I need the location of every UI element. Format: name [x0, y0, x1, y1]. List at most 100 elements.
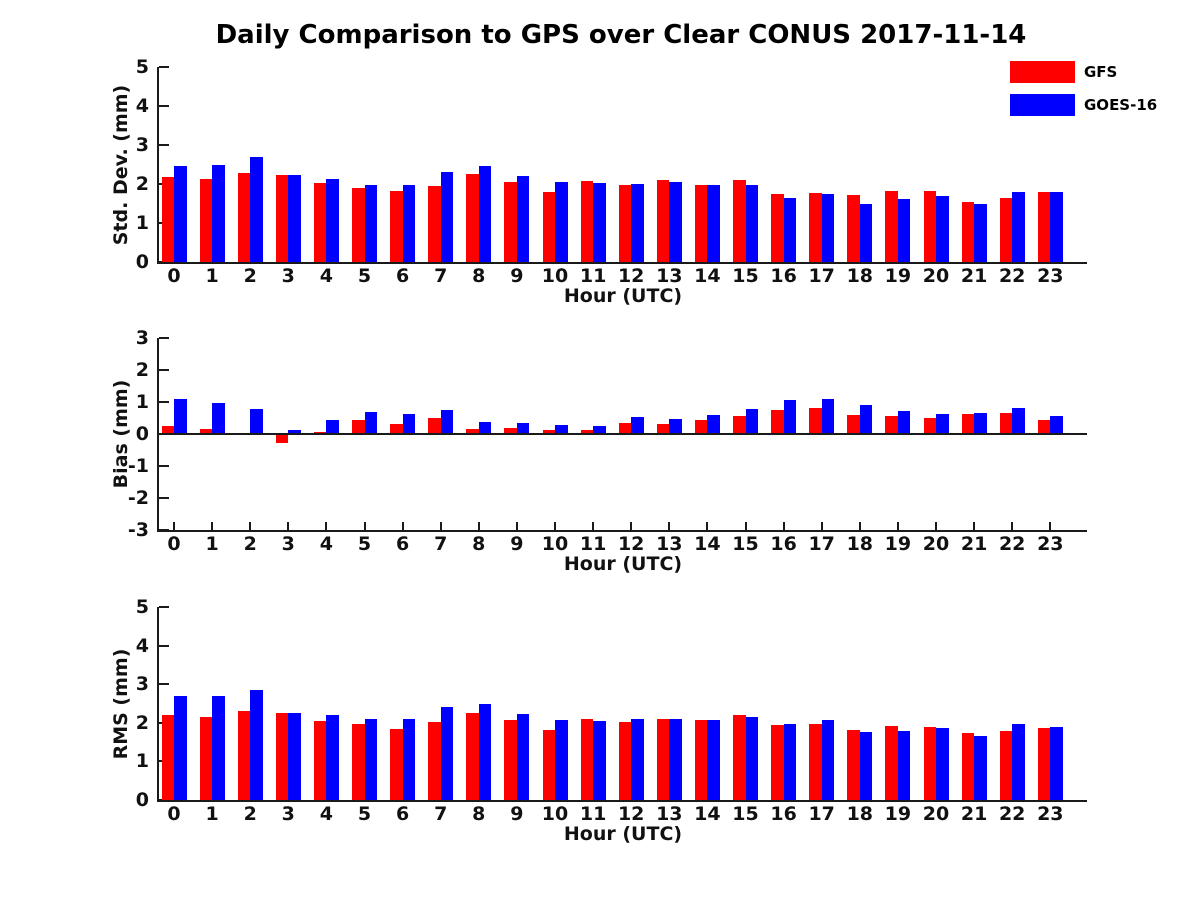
- bar-goes-16-hour-7: [440, 706, 454, 800]
- bar-gfs-hour-5: [352, 723, 365, 800]
- bar-gfs-hour-8: [466, 174, 479, 262]
- x-tick-label: 5: [357, 265, 372, 287]
- bar-goes-16-hour-4: [326, 420, 339, 434]
- bar-goes-16-hour-12: [631, 184, 644, 262]
- y-axis-tick: [159, 497, 169, 499]
- bar-gfs-hour-11: [580, 180, 594, 262]
- bar-goes-16-hour-20: [936, 727, 949, 800]
- y-tick-label: 2: [135, 173, 149, 195]
- y-tick-label: 4: [135, 95, 149, 117]
- x-tick-label: 10: [541, 265, 569, 287]
- bar-goes-16-hour-22: [1012, 723, 1025, 800]
- bar-gfs-hour-12: [618, 184, 632, 262]
- bar-goes-16-hour-10: [555, 425, 568, 434]
- bar-gfs-hour-20: [923, 726, 936, 800]
- bar-goes-16-hour-16: [783, 400, 797, 434]
- x-tick-label: 10: [541, 533, 569, 555]
- x-tick-label: 16: [770, 533, 797, 555]
- x-tick-label: 6: [395, 533, 410, 555]
- bar-goes-16-hour-0: [174, 695, 187, 800]
- x-tick-label: 21: [960, 803, 988, 825]
- bar-goes-16-hour-11: [593, 721, 606, 800]
- bar-goes-16-hour-16: [783, 197, 797, 262]
- legend-label-goes16: GOES-16: [1084, 96, 1158, 114]
- bar-gfs-hour-9: [504, 719, 517, 800]
- subplot-bias: -3 -2 -1 0 1 2 3 0 1 2 3 4 5 6 7 8 9 10 11 12 13 14 15 16 17 18 19…: [110, 327, 1087, 575]
- bar-gfs-hour-10: [542, 430, 555, 434]
- bar-goes-16-hour-17: [821, 399, 835, 434]
- x-tick-label: 22: [998, 533, 1026, 555]
- bar-goes-16-hour-4: [326, 178, 339, 262]
- bar-goes-16-hour-21: [974, 204, 987, 262]
- bar-gfs-hour-21: [961, 201, 975, 262]
- bar-gfs-hour-20: [923, 191, 936, 262]
- y-axis-tick: [159, 529, 169, 531]
- bar-gfs-hour-13: [656, 424, 670, 434]
- bar-gfs-hour-1: [199, 428, 213, 434]
- bar-goes-16-hour-5: [364, 718, 377, 800]
- x-tick-label: 2: [243, 533, 257, 555]
- bar-goes-16-hour-5: [364, 185, 377, 262]
- x-tick-label: 19: [884, 265, 912, 287]
- x-tick-label: 12: [617, 803, 645, 825]
- bar-goes-16-hour-20: [936, 195, 949, 262]
- bar-gfs-hour-7: [428, 185, 441, 262]
- x-tick-label: 1: [205, 265, 219, 287]
- bar-gfs-hour-1: [199, 717, 213, 800]
- x-tick-label: 23: [1037, 803, 1064, 825]
- y-axis-label: RMS (mm): [110, 648, 132, 759]
- legend-item-goes16: GOES-16: [1010, 94, 1157, 116]
- x-tick-label: 7: [434, 533, 448, 555]
- bar-gfs-hour-19: [885, 191, 898, 262]
- bar-goes-16-hour-9: [516, 176, 530, 262]
- bar-gfs-hour-3: [275, 434, 289, 443]
- y-tick-label: 0: [135, 789, 149, 811]
- bar-gfs-hour-19: [885, 725, 898, 800]
- bar-goes-16-hour-8: [478, 422, 492, 434]
- x-tick-label: 12: [617, 265, 645, 287]
- x-tick-label: 18: [846, 533, 874, 555]
- y-axis-tick: [159, 105, 169, 107]
- x-tick-label: 12: [617, 533, 645, 555]
- x-tick-label: 23: [1037, 265, 1064, 287]
- gfs-color-swatch: [1010, 61, 1075, 83]
- x-tick-label: 13: [656, 803, 683, 825]
- y-tick-label: -1: [127, 455, 149, 477]
- x-tick-label: 9: [510, 265, 524, 287]
- x-axis-tick: [744, 522, 747, 530]
- x-tick-label: 9: [510, 803, 524, 825]
- bar-goes-16-hour-15: [745, 408, 758, 434]
- bar-gfs-hour-10: [542, 729, 555, 800]
- x-tick-label: 4: [319, 803, 333, 825]
- x-tick-label: 15: [732, 533, 759, 555]
- y-tick-label: 4: [135, 634, 149, 657]
- bar-gfs-hour-18: [847, 194, 860, 262]
- bar-gfs-hour-10: [542, 191, 555, 262]
- bar-goes-16-hour-13: [669, 419, 682, 434]
- bar-gfs-hour-23: [1037, 191, 1051, 262]
- x-tick-label: 6: [395, 265, 410, 287]
- bar-goes-16-hour-11: [593, 183, 606, 262]
- y-axis-tick: [159, 261, 169, 263]
- y-axis-tick: [159, 337, 169, 339]
- x-tick-label: 7: [434, 803, 448, 825]
- bar-goes-16-hour-19: [897, 730, 911, 800]
- bar-goes-16-hour-1: [212, 164, 225, 262]
- bar-goes-16-hour-6: [402, 184, 416, 262]
- bar-goes-16-hour-0: [174, 166, 187, 262]
- bar-gfs-hour-21: [961, 733, 975, 800]
- bar-gfs-hour-22: [999, 197, 1013, 262]
- x-tick-label: 9: [510, 533, 524, 555]
- bar-gfs-hour-4: [313, 182, 327, 262]
- bar-goes-16-hour-2: [250, 156, 263, 262]
- x-tick-label: 21: [960, 265, 988, 287]
- zero-baseline: [159, 433, 1087, 435]
- x-tick-label: 17: [808, 803, 835, 825]
- x-tick-label: 20: [922, 265, 950, 287]
- bar-gfs-hour-15: [733, 715, 746, 800]
- bar-gfs-hour-17: [809, 192, 822, 262]
- x-axis-label: Hour (UTC): [563, 823, 683, 845]
- x-tick-label: 13: [656, 265, 683, 287]
- bar-gfs-hour-18: [847, 414, 860, 434]
- x-tick-label: 17: [808, 265, 835, 287]
